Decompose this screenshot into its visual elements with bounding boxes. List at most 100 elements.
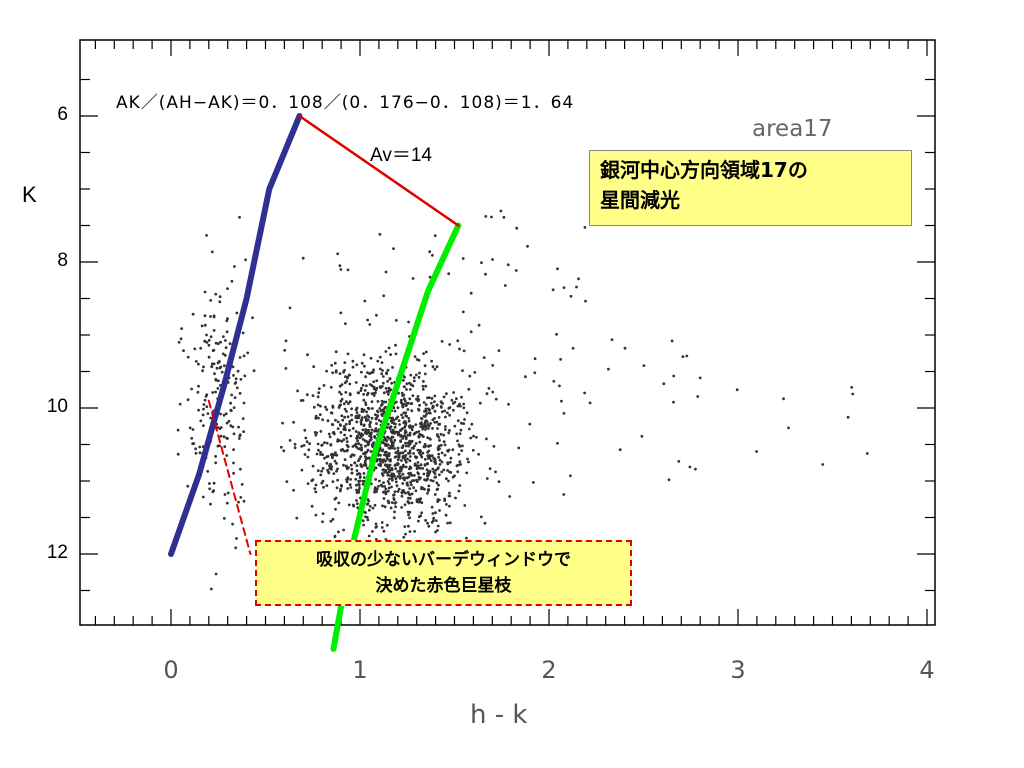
star-point — [387, 453, 390, 457]
tick-marks — [80, 40, 935, 625]
star-point — [375, 429, 379, 433]
star-point — [370, 400, 374, 403]
star-point — [359, 389, 363, 392]
star-point — [406, 433, 410, 437]
star-point — [429, 459, 433, 462]
star-point — [443, 443, 447, 447]
star-point — [417, 435, 421, 439]
star-point — [404, 444, 408, 448]
star-point — [412, 376, 416, 379]
star-point — [402, 434, 406, 438]
y-tick-label: 10 — [46, 396, 68, 417]
star-point — [388, 477, 391, 481]
star-point — [415, 467, 419, 471]
star-point — [402, 535, 406, 539]
star-point — [404, 404, 408, 407]
star-point — [342, 438, 346, 441]
star-point — [453, 424, 457, 428]
star-point — [346, 268, 350, 272]
star-point — [430, 397, 434, 400]
star-point — [388, 426, 392, 429]
star-point — [426, 521, 429, 525]
star-point — [308, 442, 311, 446]
star-point — [395, 430, 399, 434]
star-point — [402, 454, 405, 458]
star-point — [384, 487, 388, 491]
star-point — [401, 463, 405, 467]
star-point — [429, 437, 432, 441]
star-point — [193, 347, 197, 351]
star-point — [206, 470, 210, 473]
star-point — [354, 408, 358, 412]
star-point — [381, 504, 384, 508]
star-point — [191, 442, 195, 446]
star-point — [350, 471, 354, 475]
star-point — [230, 279, 234, 283]
star-point — [342, 528, 345, 532]
star-point — [433, 394, 437, 398]
star-point — [355, 499, 358, 502]
star-point — [345, 400, 348, 403]
star-point — [435, 403, 439, 407]
star-point — [212, 329, 216, 332]
star-point — [316, 395, 320, 399]
star-point — [374, 466, 378, 470]
star-point — [234, 546, 238, 550]
star-point — [296, 389, 299, 393]
star-point — [384, 387, 388, 390]
star-point — [339, 448, 343, 452]
star-point — [362, 523, 365, 527]
star-point — [367, 428, 370, 432]
star-point — [374, 478, 378, 481]
star-point — [394, 505, 397, 509]
star-point — [450, 398, 454, 402]
star-point — [460, 449, 464, 452]
star-point — [477, 452, 480, 456]
star-point — [398, 423, 401, 426]
star-point — [642, 364, 646, 367]
star-point — [343, 426, 347, 429]
star-point — [239, 496, 243, 499]
star-point — [428, 411, 432, 415]
star-point — [224, 339, 227, 342]
star-point — [528, 422, 532, 426]
star-point — [433, 493, 437, 496]
star-point — [417, 451, 421, 455]
star-point — [463, 418, 466, 421]
star-point — [569, 474, 572, 478]
star-point — [348, 428, 351, 432]
star-point — [402, 411, 406, 415]
star-point — [387, 386, 391, 390]
area-label: area17 — [752, 116, 833, 142]
star-point — [224, 346, 228, 350]
star-point — [444, 428, 447, 431]
star-point — [408, 487, 412, 490]
star-point — [417, 407, 420, 411]
star-point — [372, 392, 376, 395]
star-point — [386, 435, 390, 439]
star-point — [215, 366, 219, 370]
star-point — [433, 420, 437, 424]
title-callout: 銀河中心方向領域17の 星間減光 — [589, 150, 912, 226]
star-point — [390, 476, 394, 480]
star-point — [430, 359, 433, 363]
star-point — [339, 268, 343, 271]
star-point — [410, 409, 414, 413]
star-point — [383, 485, 387, 488]
star-point — [386, 471, 389, 475]
star-point — [371, 530, 374, 533]
star-point — [787, 426, 790, 430]
star-point — [584, 299, 587, 303]
star-point — [404, 454, 408, 457]
star-point — [335, 453, 339, 457]
star-point — [341, 418, 345, 422]
star-point — [462, 422, 466, 425]
star-point — [427, 473, 431, 477]
star-point — [499, 209, 503, 213]
star-point — [386, 392, 390, 396]
star-point — [694, 467, 697, 471]
star-point — [436, 500, 440, 503]
star-point — [362, 476, 366, 479]
star-point — [361, 482, 365, 486]
star-point — [317, 416, 320, 420]
